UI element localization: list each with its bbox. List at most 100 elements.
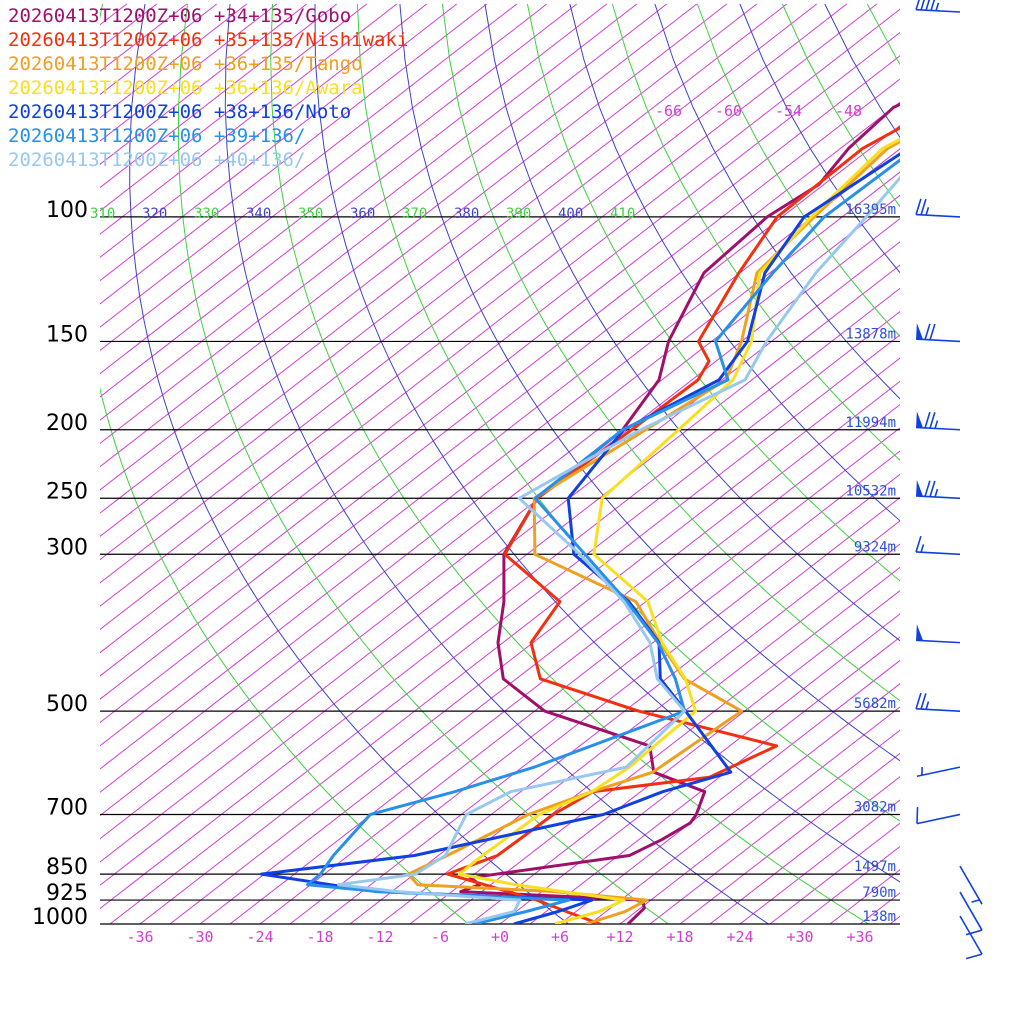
isotherm-line [739, 799, 900, 924]
height-label: 13878m [845, 326, 896, 342]
isotherm-line [100, 3, 728, 491]
dry-adiabat-line [866, 3, 900, 66]
theta-label: 350 [298, 206, 323, 222]
isotherm-line [100, 3, 578, 375]
dry-adiabat-line [995, 4, 1024, 924]
theta-label: 390 [506, 206, 531, 222]
barb-staff [916, 213, 961, 218]
isotherm-line [100, 78, 900, 700]
isotherm-line [529, 636, 900, 924]
height-label: 790m [862, 885, 896, 901]
pressure-label: 300 [46, 535, 88, 560]
isotherm-line [100, 3, 368, 212]
barb-full [915, 692, 922, 710]
theta-label: 340 [246, 206, 271, 222]
pressure-label: 500 [46, 692, 88, 717]
barb-full [920, 198, 927, 216]
isotherm-line [859, 892, 900, 924]
isotherm-line [100, 3, 488, 305]
isotherm-line [469, 590, 900, 924]
barb-full [916, 807, 919, 824]
dry-adiabat-line [739, 3, 900, 274]
dry-adiabat-line [177, 3, 669, 924]
isotherm-line [889, 915, 900, 924]
isotherm-line [100, 101, 900, 724]
dry-adiabat-line [100, 3, 469, 924]
theta-label: 370 [402, 206, 427, 222]
dry-adiabat-line [526, 3, 900, 582]
temperature-tick-label: -36 [126, 928, 153, 946]
wind-barb [916, 766, 961, 778]
upper-temperature-label: -60 [715, 102, 742, 120]
isotherm-line [100, 124, 900, 747]
height-label: 16395m [845, 202, 896, 218]
legend-entry: 20260413T1200Z+06 +40+136/ [8, 149, 305, 171]
isotherm-line [100, 148, 900, 770]
wind-barb-lower [959, 915, 983, 960]
theta-labels: 310 320 330 340 350 360 370 380 390 400 410 [90, 206, 635, 222]
barb-flag [916, 624, 924, 641]
legend-entry: 20260413T1200Z+06 +39+136/ [8, 125, 305, 147]
isotherm-line [100, 3, 308, 165]
temperature-tick-label: -24 [246, 928, 273, 946]
barb-staff [959, 891, 983, 931]
upper-temperature-label: -54 [775, 102, 802, 120]
wind-barb [916, 480, 961, 500]
isotherm-line [319, 473, 900, 924]
barb-full [915, 535, 922, 553]
wind-barb [916, 323, 961, 343]
barb-full [929, 480, 936, 497]
barb-full [920, 693, 927, 710]
isotherm-line [169, 357, 900, 924]
isotherm-line [100, 3, 458, 282]
pressure-label: 925 [46, 881, 88, 906]
barb-staff [916, 813, 961, 825]
temperature-tick-label: +0 [491, 928, 509, 946]
sounding-series [259, 102, 900, 924]
legend-entry: 20260413T1200Z+06 +34+135/Gobo [8, 5, 351, 27]
isotherm-line [379, 520, 900, 924]
upper-temperature-label: -48 [835, 102, 862, 120]
theta-label: 410 [610, 206, 635, 222]
barb-half [934, 488, 939, 498]
wind-barb [916, 624, 961, 644]
dry-adiabat-line [910, 4, 1024, 924]
wind-barbs [915, 0, 983, 960]
sounding-line [457, 137, 900, 924]
isotherm-line [100, 8, 900, 631]
pressure-label: 200 [46, 411, 88, 436]
sounding-line [306, 158, 900, 924]
temperature-tick-label: -6 [431, 928, 449, 946]
isotherm-line [799, 845, 900, 924]
height-label: 11994m [845, 415, 896, 431]
barb-half [935, 2, 940, 11]
barb-half [920, 544, 925, 553]
theta-label: 330 [194, 206, 219, 222]
legend-entry: 20260413T1200Z+06 +38+136/Noto [8, 101, 351, 123]
temperature-tick-label: +6 [551, 928, 569, 946]
isotherm-line [589, 683, 900, 924]
wind-barb [915, 535, 961, 556]
temperature-tick-label: +30 [786, 928, 813, 946]
isotherm-line [100, 55, 900, 677]
wind-barb [916, 807, 961, 825]
wind-barb [915, 692, 961, 712]
isotherm-line [289, 450, 900, 924]
pressure-label: 100 [46, 198, 88, 223]
isotherm-line [0, 4, 7, 924]
isotherm-line [100, 3, 848, 584]
isotherm-line [100, 241, 900, 863]
dry-adiabat-line [952, 4, 1024, 924]
barb-half [925, 207, 930, 216]
barb-full [965, 929, 983, 936]
barb-staff [916, 495, 961, 500]
dry-adiabat-line [129, 3, 569, 924]
height-label: 3082m [854, 799, 896, 815]
isotherm-line [679, 752, 900, 924]
theta-label: 400 [558, 206, 583, 222]
isotherm-line [139, 334, 900, 924]
dry-adiabat-line [696, 3, 900, 338]
theta-label: 310 [90, 206, 115, 222]
pressure-label: 250 [46, 479, 88, 504]
